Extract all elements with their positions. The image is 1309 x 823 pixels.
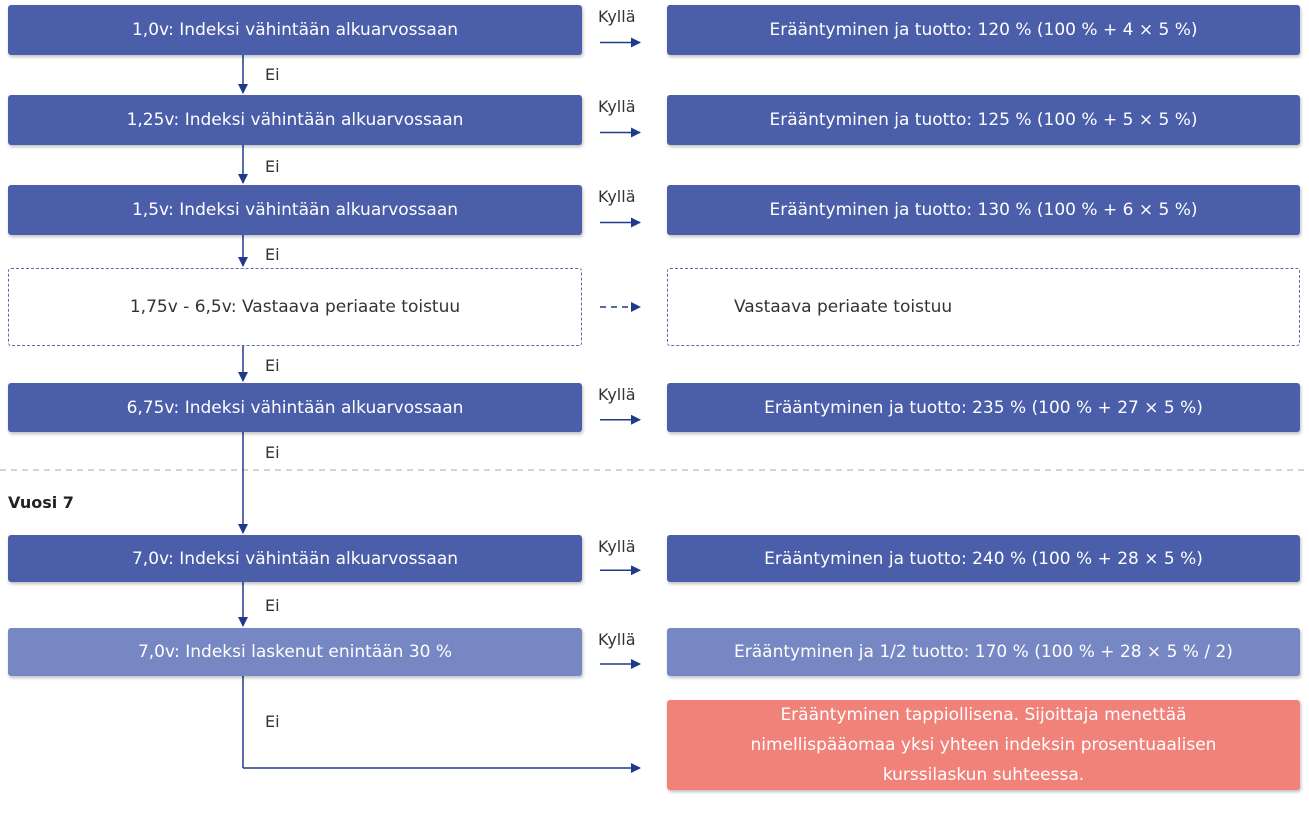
loss-box: Erääntyminen tappiollisena. Sijoittaja m… bbox=[667, 700, 1300, 790]
yes-label: Kyllä bbox=[598, 630, 636, 649]
yes-label: Kyllä bbox=[598, 7, 636, 26]
no-label: Ei bbox=[265, 596, 280, 615]
condition-box: 1,0v: Indeksi vähintään alkuarvossaan bbox=[8, 5, 582, 55]
condition-box: 1,75v - 6,5v: Vastaava periaate toistuu bbox=[8, 268, 582, 346]
outcome-box: Erääntyminen ja tuotto: 125 % (100 % + 5… bbox=[667, 95, 1300, 145]
section-label: Vuosi 7 bbox=[8, 493, 74, 512]
yes-label: Kyllä bbox=[598, 187, 636, 206]
no-label: Ei bbox=[265, 157, 280, 176]
yes-label: Kyllä bbox=[598, 537, 636, 556]
condition-box: 7,0v: Indeksi laskenut enintään 30 % bbox=[8, 628, 582, 676]
yes-label: Kyllä bbox=[598, 385, 636, 404]
no-label: Ei bbox=[265, 443, 280, 462]
condition-box: 7,0v: Indeksi vähintään alkuarvossaan bbox=[8, 535, 582, 582]
no-label: Ei bbox=[265, 356, 280, 375]
outcome-box: Erääntyminen ja 1/2 tuotto: 170 % (100 %… bbox=[667, 628, 1300, 676]
outcome-box: Vastaava periaate toistuu bbox=[667, 268, 1300, 346]
outcome-box: Erääntyminen ja tuotto: 130 % (100 % + 6… bbox=[667, 185, 1300, 235]
outcome-box: Erääntyminen ja tuotto: 240 % (100 % + 2… bbox=[667, 535, 1300, 582]
no-label: Ei bbox=[265, 245, 280, 264]
no-label: Ei bbox=[265, 712, 280, 731]
yes-label: Kyllä bbox=[598, 97, 636, 116]
condition-box: 1,5v: Indeksi vähintään alkuarvossaan bbox=[8, 185, 582, 235]
no-label: Ei bbox=[265, 65, 280, 84]
condition-box: 6,75v: Indeksi vähintään alkuarvossaan bbox=[8, 383, 582, 432]
outcome-box: Erääntyminen ja tuotto: 235 % (100 % + 2… bbox=[667, 383, 1300, 432]
outcome-box: Erääntyminen ja tuotto: 120 % (100 % + 4… bbox=[667, 5, 1300, 55]
condition-box: 1,25v: Indeksi vähintään alkuarvossaan bbox=[8, 95, 582, 145]
